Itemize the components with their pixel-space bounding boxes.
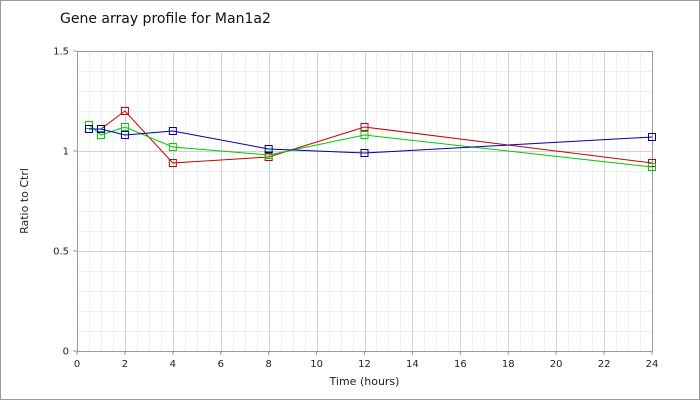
data-point-marker — [264, 145, 273, 153]
data-point-marker — [168, 127, 177, 135]
series-3 — [84, 125, 656, 157]
y-axis-label: Ratio to Ctrl — [18, 168, 31, 234]
y-tick-label: 0 — [63, 347, 69, 358]
major-gridlines — [77, 51, 653, 352]
series-2 — [84, 121, 656, 171]
x-axis-label: Time (hours) — [329, 375, 400, 388]
data-point-marker — [648, 163, 656, 171]
x-tick-label: 0 — [74, 359, 80, 370]
data-point-marker — [120, 107, 129, 115]
data-point-marker — [360, 123, 369, 131]
data-point-marker — [168, 159, 177, 167]
data-point-marker — [120, 123, 129, 131]
data-point-marker — [168, 143, 177, 151]
x-tick-label: 18 — [502, 359, 515, 370]
data-point-marker — [96, 131, 105, 139]
x-tick-label: 16 — [454, 359, 467, 370]
series-layer — [84, 107, 656, 171]
x-tick-label: 12 — [358, 359, 371, 370]
y-tick-label: 1 — [63, 147, 69, 158]
x-tick-label: 10 — [310, 359, 323, 370]
chart-title: Gene array profile for Man1a2 — [60, 11, 271, 27]
y-axis-ticks: 0 0.5 1 1.5 — [53, 47, 77, 358]
x-tick-label: 22 — [598, 359, 611, 370]
series-line — [88, 124, 653, 168]
x-tick-label: 2 — [122, 359, 128, 370]
x-tick-label: 6 — [218, 359, 224, 370]
y-tick-label: 0.5 — [53, 247, 69, 258]
x-axis-ticks: 0 2 4 6 8 10 12 14 16 18 20 22 24 — [74, 351, 659, 370]
series-line — [89, 128, 653, 154]
data-point-marker — [360, 149, 369, 157]
y-tick-label: 1.5 — [53, 47, 69, 58]
x-tick-label: 4 — [170, 359, 176, 370]
data-point-marker — [648, 133, 656, 141]
data-point-marker — [84, 125, 93, 133]
data-point-marker — [264, 151, 273, 159]
x-tick-label: 24 — [646, 359, 659, 370]
data-point-marker — [96, 125, 105, 133]
data-point-marker — [360, 131, 369, 139]
x-tick-label: 20 — [550, 359, 563, 370]
data-point-marker — [120, 131, 129, 139]
minor-gridlines — [77, 51, 653, 352]
x-tick-label: 8 — [265, 359, 271, 370]
x-tick-label: 14 — [406, 359, 419, 370]
